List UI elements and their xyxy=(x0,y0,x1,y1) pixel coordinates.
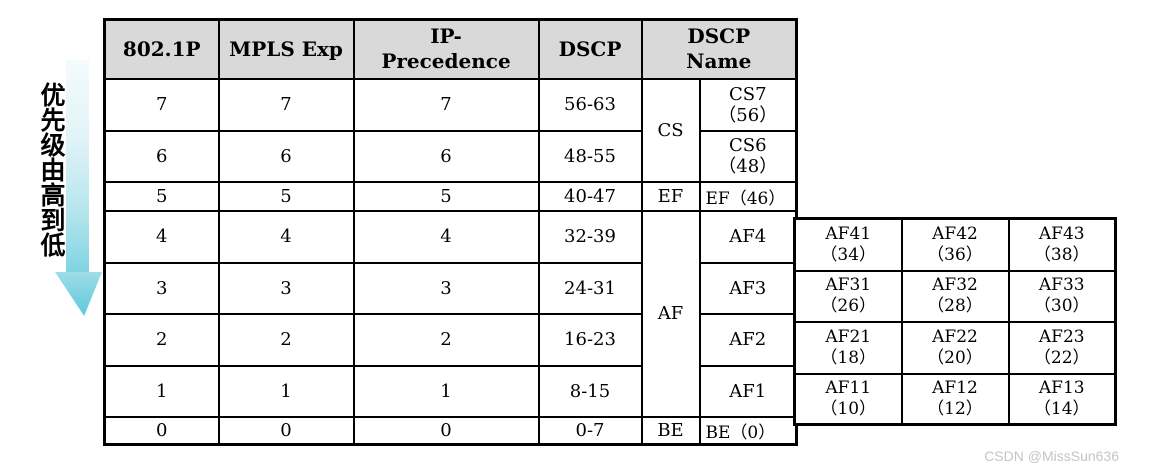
cell-dscp: 40-47 xyxy=(537,180,643,212)
cell-ip-precedence: 4 xyxy=(352,209,540,264)
cell-dscp-name-ef: EF（46） xyxy=(698,180,798,212)
cell-mpls-exp: 3 xyxy=(217,261,355,315)
cell-dscp-name-cs6: CS6 （48） xyxy=(698,129,798,183)
cell-af23: AF23 （22） xyxy=(1007,320,1117,375)
cell-8021p: 4 xyxy=(103,209,220,264)
table-row-af4x: AF41 （34） AF42 （36） AF43 （38） xyxy=(793,217,1117,272)
col-header-ip-precedence: IP- Precedence xyxy=(352,18,540,80)
cell-mpls-exp: 6 xyxy=(217,129,355,183)
cell-dscp-class-be: BE xyxy=(640,415,701,445)
cell-mpls-exp: 4 xyxy=(217,209,355,264)
cell-ip-precedence: 1 xyxy=(352,364,540,418)
priority-arrow-head-icon xyxy=(55,272,102,316)
cell-af33: AF33 （30） xyxy=(1007,269,1117,323)
cell-ip-precedence: 3 xyxy=(352,261,540,315)
cell-mpls-exp: 1 xyxy=(217,364,355,418)
cell-dscp: 8-15 xyxy=(537,364,643,418)
cell-dscp-name-af4: AF4 xyxy=(698,209,798,264)
table-row-af1x: AF11 （10） AF12 （12） AF13 （14） xyxy=(793,372,1117,426)
cell-dscp: 32-39 xyxy=(537,209,643,264)
cell-dscp: 24-31 xyxy=(537,261,643,315)
col-header-mpls-exp: MPLS Exp xyxy=(217,18,355,80)
cell-af43: AF43 （38） xyxy=(1007,217,1117,272)
cell-8021p: 7 xyxy=(103,77,220,132)
cell-dscp-name-cs7: CS7 （56） xyxy=(698,77,798,132)
cell-ip-precedence: 2 xyxy=(352,312,540,367)
cell-af31: AF31 （26） xyxy=(793,269,903,323)
cell-dscp-name-af1: AF1 xyxy=(698,364,798,418)
cell-mpls-exp: 2 xyxy=(217,312,355,367)
cell-ip-precedence: 0 xyxy=(352,415,540,445)
cell-8021p: 2 xyxy=(103,312,220,367)
cell-mpls-exp: 0 xyxy=(217,415,355,445)
priority-arrow-body xyxy=(66,60,89,274)
cell-af12: AF12 （12） xyxy=(900,372,1010,426)
col-header-dscp-name: DSCP Name xyxy=(640,18,798,80)
col-header-8021p: 802.1P xyxy=(103,18,220,80)
table-row-af2x: AF21 （18） AF22 （20） AF23 （22） xyxy=(793,320,1117,375)
cell-8021p: 3 xyxy=(103,261,220,315)
cell-8021p: 0 xyxy=(103,415,220,445)
table-row-priority-0: 0 0 0 0-7 BE BE（0） xyxy=(103,415,798,445)
cell-dscp-name-be: BE（0） xyxy=(698,415,798,445)
cell-dscp: 16-23 xyxy=(537,312,643,367)
cell-mpls-exp: 5 xyxy=(217,180,355,212)
cell-dscp-class-cs: CS xyxy=(640,77,701,183)
header-row: 802.1P MPLS Exp IP- Precedence DSCP DSCP… xyxy=(103,18,798,80)
cell-8021p: 5 xyxy=(103,180,220,212)
table-row-priority-3: 3 3 3 24-31 AF3 xyxy=(103,261,798,315)
cell-dscp-name-af3: AF3 xyxy=(698,261,798,315)
csdn-watermark: CSDN @MissSun636 xyxy=(984,448,1119,464)
col-header-dscp: DSCP xyxy=(537,18,643,80)
cell-dscp-class-af: AF xyxy=(640,209,701,418)
af-dscp-detail-table: AF41 （34） AF42 （36） AF43 （38） AF31 （26） … xyxy=(793,217,1117,426)
cell-ip-precedence: 7 xyxy=(352,77,540,132)
table-row-priority-4: 4 4 4 32-39 AF AF4 xyxy=(103,209,798,418)
cell-af22: AF22 （20） xyxy=(900,320,1010,375)
cell-dscp: 56-63 xyxy=(537,77,643,132)
table-row-af3x: AF31 （26） AF32 （28） AF33 （30） xyxy=(793,269,1117,323)
cell-dscp-name-af2: AF2 xyxy=(698,312,798,367)
table-row-priority-5: 5 5 5 40-47 EF EF（46） xyxy=(103,180,798,212)
cell-dscp: 48-55 xyxy=(537,129,643,183)
table-row-priority-1: 1 1 1 8-15 AF1 xyxy=(103,364,798,418)
cell-af13: AF13 （14） xyxy=(1007,372,1117,426)
cell-af21: AF21 （18） xyxy=(793,320,903,375)
cell-af42: AF42 （36） xyxy=(900,217,1010,272)
cell-dscp-class-ef: EF xyxy=(640,180,701,212)
priority-direction-label: 优先级由高到低 xyxy=(37,82,65,257)
cell-af41: AF41 （34） xyxy=(793,217,903,272)
cell-ip-precedence: 6 xyxy=(352,129,540,183)
table-row-priority-6: 6 6 6 48-55 CS6 （48） xyxy=(103,129,798,183)
cell-mpls-exp: 7 xyxy=(217,77,355,132)
cell-ip-precedence: 5 xyxy=(352,180,540,212)
cell-dscp: 0-7 xyxy=(537,415,643,445)
table-row-priority-7: 7 7 7 56-63 CS CS7 （56） xyxy=(103,77,798,183)
cell-af11: AF11 （10） xyxy=(793,372,903,426)
cell-af32: AF32 （28） xyxy=(900,269,1010,323)
cell-8021p: 6 xyxy=(103,129,220,183)
cell-8021p: 1 xyxy=(103,364,220,418)
qos-priority-mapping-table: 802.1P MPLS Exp IP- Precedence DSCP DSCP… xyxy=(103,18,798,446)
